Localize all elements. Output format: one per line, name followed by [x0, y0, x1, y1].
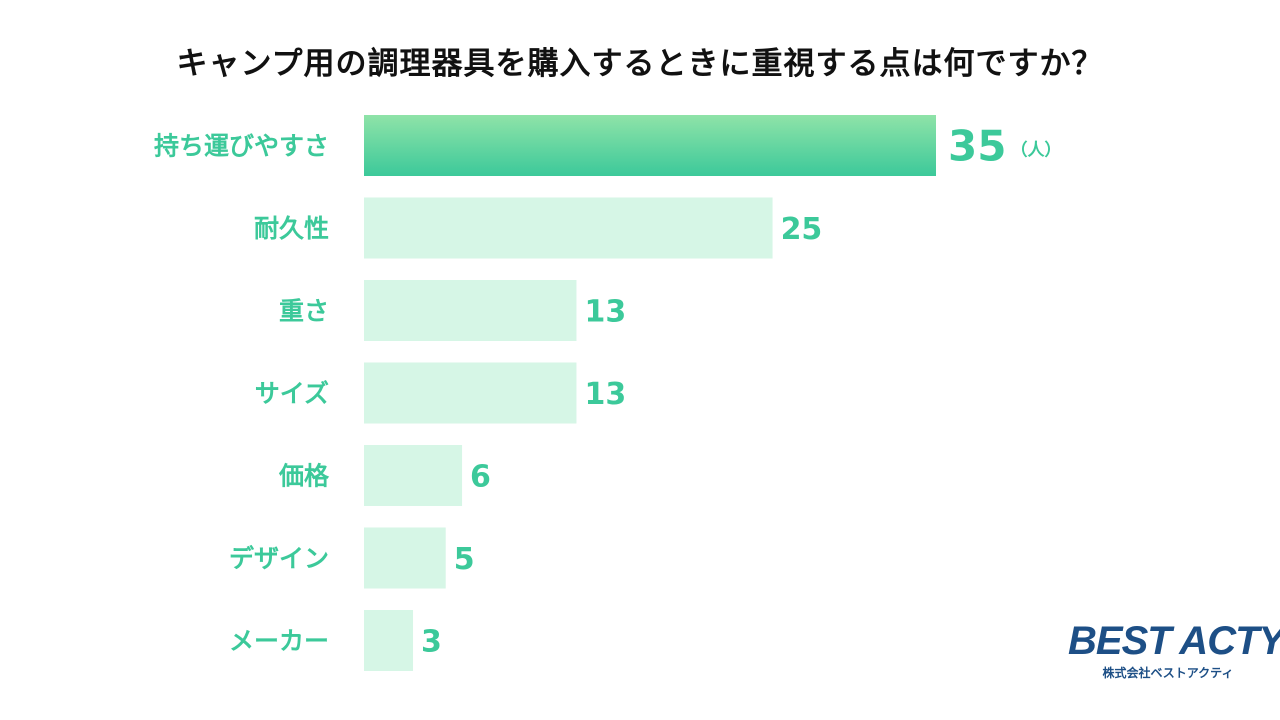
value-label: 3: [421, 625, 442, 660]
bar-6: [364, 527, 446, 589]
category-label: サイズ: [255, 379, 329, 408]
category-label: 価格: [278, 462, 330, 491]
bar-4: [364, 362, 577, 424]
category-label: 重さ: [279, 297, 329, 326]
unit-label: （人）: [1010, 140, 1061, 161]
value-label: 35: [948, 122, 1006, 171]
category-label: 持ち運びやすさ: [154, 132, 329, 161]
bar-2: [364, 197, 773, 259]
category-label: メーカー: [229, 627, 329, 656]
bar-3: [364, 280, 577, 341]
value-label: 6: [470, 460, 491, 495]
logo-wordmark: BEST ACTY: [1068, 619, 1280, 663]
value-label: 13: [584, 295, 626, 330]
logo-company-name: 株式会社ベストアクティ: [1102, 666, 1234, 680]
category-label: 耐久性: [254, 214, 329, 243]
bar-7: [364, 610, 414, 671]
bar-1: [364, 115, 936, 176]
value-label: 13: [584, 377, 626, 412]
value-label: 25: [781, 212, 823, 247]
chart-title: キャンプ用の調理器具を購入するときに重視する点は何ですか？: [176, 46, 1104, 82]
bar-5: [364, 445, 463, 506]
company-logo: BEST ACTY 株式会社ベストアクティ: [1068, 619, 1280, 681]
value-label: 5: [454, 542, 475, 577]
category-label: デザイン: [229, 544, 329, 573]
